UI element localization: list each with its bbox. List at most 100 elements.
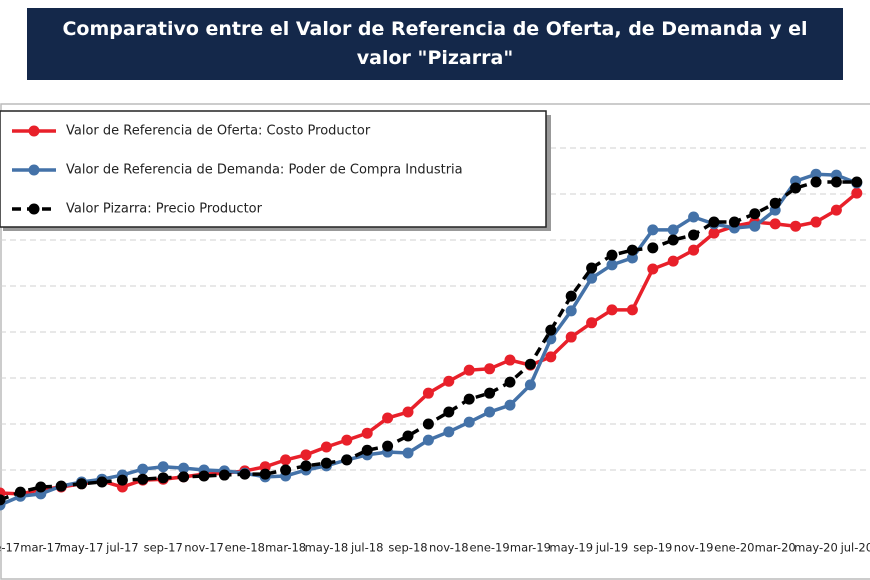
point (545, 324, 557, 336)
point (443, 426, 455, 438)
x-tick-label: sep-18 (388, 541, 427, 555)
point (667, 255, 679, 267)
legend-box (0, 110, 547, 228)
point (35, 481, 47, 493)
point (504, 376, 516, 388)
point (96, 476, 108, 488)
legend-marker (28, 125, 40, 137)
x-tick-label: jul-17 (105, 541, 138, 555)
point (586, 317, 598, 329)
point (851, 187, 863, 199)
point (688, 229, 700, 241)
point (280, 464, 292, 476)
point (137, 463, 149, 475)
point (178, 471, 190, 483)
x-tick-label: ene-17 (0, 541, 20, 555)
point (300, 449, 312, 461)
point (749, 220, 761, 232)
x-tick-label: ene-20 (714, 541, 754, 555)
point (830, 204, 842, 216)
x-tick-label: nov-17 (184, 541, 224, 555)
point (565, 305, 577, 317)
plot-frame (0, 103, 870, 580)
point (565, 290, 577, 302)
point (280, 454, 292, 466)
point (484, 363, 496, 375)
point (728, 216, 740, 228)
point (667, 234, 679, 246)
point (667, 224, 679, 236)
x-tick-label: may-18 (305, 541, 349, 555)
point (0, 494, 6, 506)
point (769, 197, 781, 209)
point (647, 242, 659, 254)
point (688, 244, 700, 256)
x-tick-label: ene-18 (225, 541, 265, 555)
point (76, 478, 88, 490)
point (382, 440, 394, 452)
point (647, 263, 659, 275)
point (708, 227, 720, 239)
point (626, 252, 638, 264)
point (708, 216, 720, 228)
point (361, 444, 373, 456)
point (463, 364, 475, 376)
x-tick-label: mar-19 (510, 541, 551, 555)
point (647, 224, 659, 236)
point (198, 470, 210, 482)
x-tick-label: nov-18 (429, 541, 469, 555)
point (218, 469, 230, 481)
x-tick-label: jul-20 (840, 541, 870, 555)
series-line (0, 191, 858, 496)
x-tick-label: jul-18 (350, 541, 383, 555)
point (626, 304, 638, 316)
legend-marker (28, 203, 40, 215)
point (606, 259, 618, 271)
x-tick-label: may-20 (794, 541, 838, 555)
point (504, 399, 516, 411)
point (810, 176, 822, 188)
point (463, 416, 475, 428)
legend-marker (28, 164, 40, 176)
point (239, 468, 251, 480)
x-tick-label: may-17 (60, 541, 104, 555)
point (178, 462, 190, 474)
point (606, 304, 618, 316)
point (790, 220, 802, 232)
point (810, 168, 822, 180)
legend-label: Valor de Referencia de Demanda: Poder de… (66, 163, 463, 178)
point (851, 176, 863, 188)
point (830, 176, 842, 188)
point (300, 460, 312, 472)
chart-title: Comparativo entre el Valor de Referencia… (27, 8, 843, 80)
point (402, 430, 414, 442)
point (157, 472, 169, 484)
x-tick-label: mar-20 (755, 541, 796, 555)
point (259, 468, 271, 480)
point (443, 406, 455, 418)
point (565, 331, 577, 343)
point (545, 351, 557, 363)
point (688, 211, 700, 223)
point (484, 387, 496, 399)
point (463, 393, 475, 405)
point (606, 249, 618, 261)
point (116, 474, 128, 486)
point (14, 486, 26, 498)
point (504, 354, 516, 366)
point (626, 244, 638, 256)
point (341, 434, 353, 446)
x-tick-label: mar-17 (20, 541, 61, 555)
x-tick-label: may-19 (549, 541, 593, 555)
x-tick-label: mar-18 (265, 541, 306, 555)
point (422, 418, 434, 430)
legend-label: Valor de Referencia de Oferta: Costo Pro… (66, 124, 371, 139)
point (55, 480, 67, 492)
point (443, 375, 455, 387)
point (524, 379, 536, 391)
point (586, 272, 598, 284)
point (422, 434, 434, 446)
point (790, 182, 802, 194)
point (341, 454, 353, 466)
